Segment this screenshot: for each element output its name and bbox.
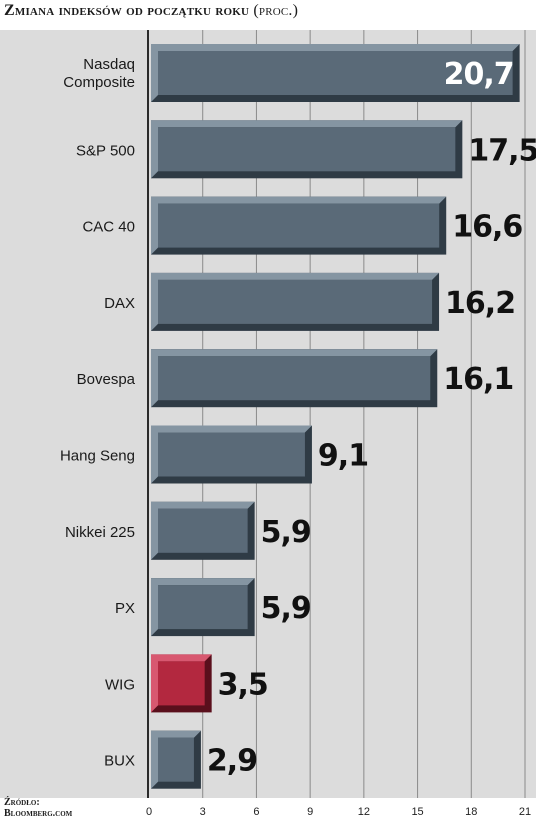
category-label: WIG (105, 676, 135, 693)
bar-bevel (151, 654, 212, 713)
category-label: Nikkei 225 (65, 524, 135, 541)
category-label: S&P 500 (76, 142, 135, 159)
chart-title-text: Zmiana indeksów od początku roku (4, 2, 250, 19)
category-label: PX (115, 600, 135, 617)
value-label: 5,9 (261, 591, 311, 626)
value-label: 2,9 (207, 744, 257, 779)
category-label: Hang Seng (60, 448, 135, 465)
bar-bevel (151, 501, 255, 560)
value-label: 17,5 (468, 133, 536, 168)
value-label: 9,1 (318, 439, 368, 474)
value-label: 16,6 (452, 210, 522, 245)
bar (158, 51, 513, 95)
bar (158, 432, 305, 477)
bar (158, 585, 248, 630)
category-label: CAC 40 (82, 219, 135, 236)
category-label: Bovespa (77, 371, 136, 388)
x-tick-label: 18 (465, 806, 477, 818)
value-label: 20,7 (444, 57, 514, 92)
x-tick-label: 6 (253, 806, 259, 818)
x-tick-label: 9 (307, 806, 313, 818)
chart-title-unit: (proc.) (253, 2, 299, 19)
bar-bevel (151, 120, 463, 179)
bar-bevel (151, 349, 438, 408)
value-label: 16,1 (443, 362, 513, 397)
plot-axis-frame (147, 30, 534, 798)
bar (158, 279, 433, 324)
x-tick-label: 12 (358, 806, 370, 818)
category-label: DAX (104, 295, 135, 312)
bar-bevel (151, 730, 201, 789)
category-label: Nasdaq Composite (63, 56, 135, 91)
source-name: Bloomberg.com (4, 808, 73, 819)
bar (158, 203, 440, 248)
category-label: BUX (104, 753, 135, 770)
x-tick-label: 15 (411, 806, 423, 818)
x-tick-label: 0 (146, 806, 152, 818)
bar-bevel (151, 425, 312, 484)
x-tick-label: 21 (519, 806, 531, 818)
bar-bevel (151, 272, 440, 331)
bar (158, 508, 248, 553)
value-label: 5,9 (261, 515, 311, 550)
chart-title: Zmiana indeksów od początku roku (proc.) (4, 2, 298, 20)
bar (158, 127, 456, 172)
bar-bevel (151, 578, 255, 637)
source-note: Źródło: Bloomberg.com (4, 797, 72, 819)
value-label: 16,2 (445, 286, 515, 321)
bar-bevel (151, 44, 520, 102)
bar-bevel (151, 196, 447, 255)
bar (158, 661, 205, 706)
bar (158, 737, 194, 782)
source-label: Źródło: (4, 797, 40, 808)
x-tick-label: 3 (200, 806, 206, 818)
bar (158, 356, 431, 401)
value-label: 3,5 (218, 667, 268, 702)
